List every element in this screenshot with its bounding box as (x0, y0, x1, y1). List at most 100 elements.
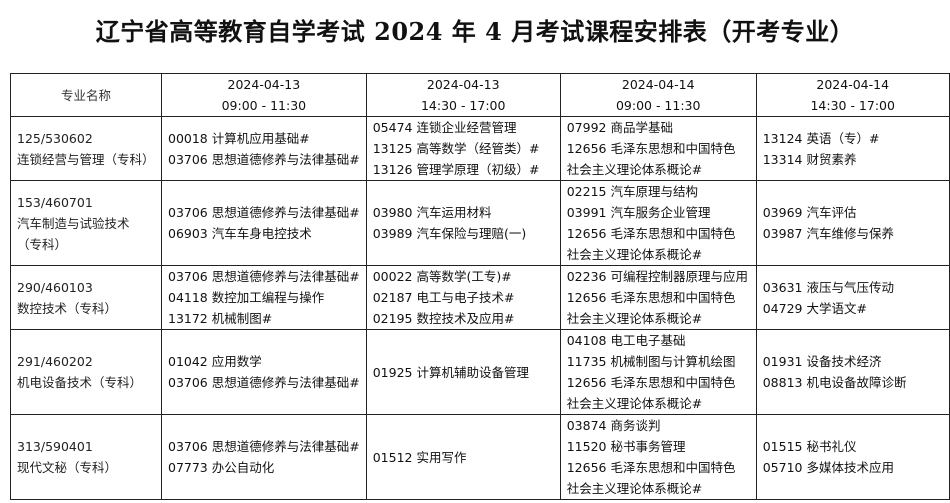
course-line: 03706 思想道德修养与法律基础# (168, 439, 360, 454)
session-header: 2024-04-14 09:00 - 11:30 (559, 73, 757, 117)
major-name: 汽车制造与试验技术 (17, 215, 130, 231)
course-line: 07992 商品学基础 (566, 120, 673, 135)
course-cell: 02215 汽车原理与结构 03991 汽车服务企业管理 12656 毛泽东思想和中… (559, 180, 757, 266)
course-cell: 04108 电工电子基础 11735 机械制图与计算机绘图 12656 毛泽东思想和… (559, 329, 757, 415)
session-date: 2024-04-14 (621, 77, 695, 92)
course-line: 01931 设备技术经济 (762, 354, 882, 369)
course-cell: 03631 液压与气压传动 04729 大学语文# (755, 265, 950, 330)
major-cell: 291/460202 机电设备技术（专科） (10, 329, 162, 415)
course-line: 13314 财贸素养 (762, 151, 857, 167)
course-line: 03706 思想道德修养与法律基础# (168, 269, 360, 284)
session-header: 2024-04-13 14:30 - 17:00 (365, 73, 561, 117)
course-line: 12656 毛泽东思想和中国特色 (566, 226, 736, 241)
major-code: 290/460103 (17, 279, 93, 295)
course-line: 03706 思想道德修养与法律基础# (168, 205, 360, 220)
session-date: 2024-04-14 (816, 77, 890, 92)
course-line: 社会主义理论体系概论# (566, 311, 703, 326)
course-cell: 03706 思想道德修养与法律基础# 04118 数控加工编程与操作 13172 机… (161, 265, 367, 330)
session-date: 2024-04-13 (227, 77, 301, 92)
course-cell: 03969 汽车评估 03987 汽车维修与保养 (755, 180, 950, 266)
major-code: 125/530602 (17, 130, 93, 146)
course-line: 社会主义理论体系概论# (566, 247, 703, 262)
course-line: 02236 可编程控制器原理与应用 (566, 269, 748, 284)
table-row: 313/590401 现代文秘（专科） 03706 思想道德修养与法律基础# 0777… (10, 414, 950, 500)
major-cell: 313/590401 现代文秘（专科） (10, 414, 162, 500)
course-line: 社会主义理论体系概论# (566, 396, 703, 411)
course-line: 11735 机械制图与计算机绘图 (566, 354, 736, 369)
course-line: 社会主义理论体系概论# (566, 162, 703, 177)
course-line: 03989 汽车保险与理赔(一) (372, 226, 527, 241)
course-line: 03631 液压与气压传动 (762, 279, 894, 295)
course-line: 12656 毛泽东思想和中国特色 (566, 290, 736, 305)
course-line: 05710 多媒体技术应用 (762, 460, 894, 475)
course-line: 04108 电工电子基础 (566, 333, 686, 348)
course-line: 03706 思想道德修养与法律基础# (168, 375, 360, 390)
course-line: 01512 实用写作 (372, 449, 467, 465)
major-cell: 290/460103 数控技术（专科） (10, 265, 162, 330)
course-line: 03991 汽车服务企业管理 (566, 205, 711, 220)
course-line: 07773 办公自动化 (168, 460, 275, 475)
course-line: 12656 毛泽东思想和中国特色 (566, 460, 736, 475)
course-line: 04118 数控加工编程与操作 (168, 290, 325, 305)
course-cell: 13124 英语（专）# 13314 财贸素养 (755, 116, 950, 181)
major-name: 机电设备技术（专科） (17, 375, 143, 390)
course-line: 13126 管理学原理（初级）# (372, 162, 540, 177)
major-name: （专科） (17, 236, 68, 252)
course-line: 01515 秘书礼仪 (762, 439, 857, 454)
course-cell: 03874 商务谈判 11520 秘书事务管理 12656 毛泽东思想和中国特色 社会… (559, 414, 757, 500)
course-line: 01042 应用数学 (168, 354, 262, 369)
major-code: 313/590401 (17, 439, 93, 454)
course-cell: 05474 连锁企业经营管理 13125 高等数学（经管类）# 13126 管理学原… (365, 116, 561, 181)
course-line: 12656 毛泽东思想和中国特色 (566, 141, 736, 156)
session-header: 2024-04-13 09:00 - 11:30 (161, 73, 367, 117)
major-header: 专业名称 (10, 73, 162, 117)
page-title: 辽宁省高等教育自学考试 2024 年 4 月考试课程安排表（开考专业） (95, 17, 855, 46)
course-cell: 03980 汽车运用材料 03989 汽车保险与理赔(一) (365, 180, 561, 266)
table-row: 290/460103 数控技术（专科） 03706 思想道德修养与法律基础# 0411… (10, 265, 950, 330)
course-line: 01925 计算机辅助设备管理 (372, 364, 529, 380)
course-line: 社会主义理论体系概论# (566, 481, 703, 496)
course-line: 03980 汽车运用材料 (372, 205, 492, 220)
table-row: 125/530602 连锁经营与管理（专科） 00018 计算机应用基础# 03706… (10, 116, 950, 181)
course-cell: 02236 可编程控制器原理与应用 12656 毛泽东思想和中国特色 社会主义理论体… (559, 265, 757, 330)
session-time: 14:30 - 17:00 (420, 98, 506, 113)
course-cell: 00018 计算机应用基础# 03706 思想道德修养与法律基础# (161, 116, 367, 181)
course-line: 00022 高等数学(工专)# (372, 269, 512, 284)
major-cell: 153/460701 汽车制造与试验技术 （专科） (10, 180, 162, 266)
course-cell: 03706 思想道德修养与法律基础# 07773 办公自动化 (161, 414, 367, 500)
course-cell: 00022 高等数学(工专)# 02187 电工与电子技术# 02195 数控技术及… (365, 265, 561, 330)
course-cell: 03706 思想道德修养与法律基础# 06903 汽车车身电控技术 (161, 180, 367, 266)
course-cell: 01512 实用写作 (365, 414, 561, 500)
course-line: 08813 机电设备故障诊断 (762, 375, 907, 390)
session-header: 2024-04-14 14:30 - 17:00 (755, 73, 950, 117)
course-line: 03874 商务谈判 (566, 418, 661, 433)
major-cell: 125/530602 连锁经营与管理（专科） (10, 116, 162, 181)
course-line: 13172 机械制图# (168, 311, 273, 326)
header-row: 专业名称 2024-04-13 09:00 - 11:30 2024-04-13 14… (10, 73, 950, 117)
table-row: 291/460202 机电设备技术（专科） 01042 应用数学 03706 思想道德… (10, 329, 950, 415)
session-time: 09:00 - 11:30 (615, 98, 701, 113)
course-line: 13125 高等数学（经管类）# (372, 141, 540, 156)
course-cell: 07992 商品学基础 12656 毛泽东思想和中国特色 社会主义理论体系概论# (559, 116, 757, 181)
course-line: 03706 思想道德修养与法律基础# (168, 151, 360, 167)
course-cell: 01515 秘书礼仪 05710 多媒体技术应用 (755, 414, 950, 500)
major-code: 153/460701 (17, 194, 93, 210)
course-line: 13124 英语（专）# (762, 130, 880, 146)
table-row: 153/460701 汽车制造与试验技术 （专科） 03706 思想道德修养与法律基础… (10, 180, 950, 266)
course-line: 06903 汽车车身电控技术 (168, 226, 312, 241)
course-cell: 01042 应用数学 03706 思想道德修养与法律基础# (161, 329, 367, 415)
major-code: 291/460202 (17, 354, 93, 369)
course-line: 03987 汽车维修与保养 (762, 226, 894, 241)
major-name: 连锁经营与管理（专科） (17, 151, 155, 167)
course-line: 00018 计算机应用基础# (168, 130, 310, 146)
course-line: 02215 汽车原理与结构 (566, 184, 698, 199)
major-name: 现代文秘（专科） (17, 460, 118, 475)
session-time: 14:30 - 17:00 (810, 98, 895, 113)
course-line: 05474 连锁企业经营管理 (372, 120, 517, 135)
session-time: 09:00 - 11:30 (221, 98, 307, 113)
course-line: 02187 电工与电子技术# (372, 290, 515, 305)
course-line: 11520 秘书事务管理 (566, 439, 686, 454)
major-name: 数控技术（专科） (17, 300, 118, 316)
exam-schedule-table: 专业名称 2024-04-13 09:00 - 11:30 2024-04-13 14… (10, 73, 950, 500)
course-cell: 01925 计算机辅助设备管理 (365, 329, 561, 415)
